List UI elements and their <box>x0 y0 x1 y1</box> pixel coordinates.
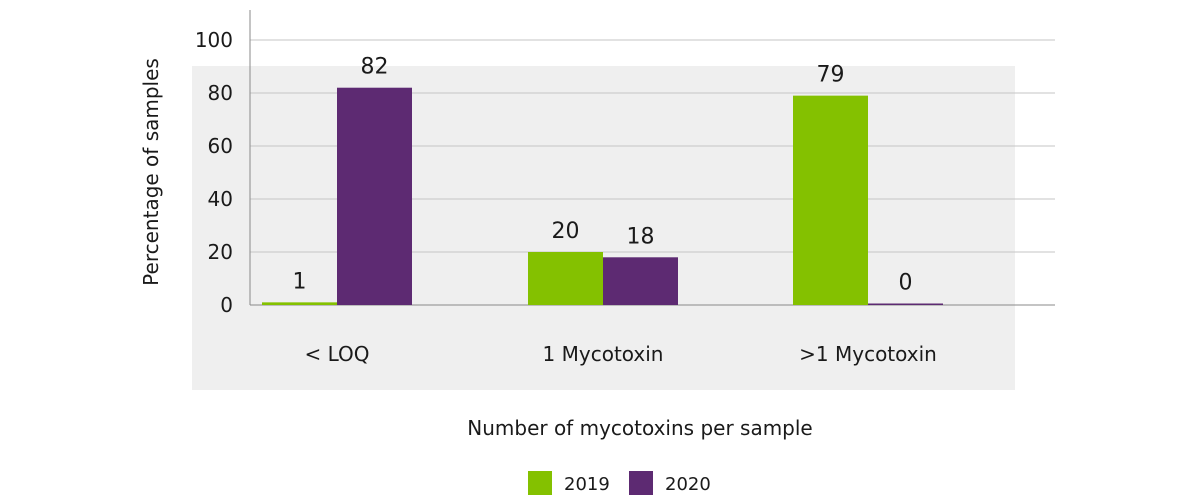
y-tick-label: 100 <box>195 28 233 52</box>
y-tick-labels: 0 20 40 60 80 100 <box>195 28 233 317</box>
bar <box>868 303 943 305</box>
data-label: 1 <box>293 269 307 294</box>
bar <box>603 257 678 305</box>
plot-background <box>192 66 1015 390</box>
legend-label: 2019 <box>564 474 610 495</box>
category-labels: < LOQ 1 Mycotoxin >1 Mycotoxin <box>304 342 936 366</box>
data-label: 82 <box>361 55 389 80</box>
legend-swatch <box>629 471 653 495</box>
data-labels: 1 82 20 18 79 0 <box>293 55 913 296</box>
y-tick-label: 80 <box>208 81 233 105</box>
data-label: 20 <box>552 219 580 244</box>
y-tick-label: 60 <box>208 134 233 158</box>
legend: 2019 2020 <box>528 471 711 495</box>
x-axis-title: Number of mycotoxins per sample <box>467 416 813 440</box>
y-tick-label: 0 <box>220 293 233 317</box>
y-tick-label: 40 <box>208 187 233 211</box>
legend-label: 2020 <box>665 474 711 495</box>
category-label: 1 Mycotoxin <box>543 342 664 366</box>
y-tick-label: 20 <box>208 240 233 264</box>
legend-swatch <box>528 471 552 495</box>
bar <box>337 87 412 305</box>
y-axis-title: Percentage of samples <box>139 58 163 286</box>
data-label: 18 <box>627 224 655 249</box>
category-label: < LOQ <box>304 342 369 366</box>
bar <box>528 252 603 305</box>
data-label: 79 <box>817 63 845 88</box>
bars <box>262 87 943 306</box>
bar <box>793 95 868 306</box>
bar <box>262 302 337 305</box>
category-label: >1 Mycotoxin <box>799 342 937 366</box>
data-label: 0 <box>899 271 913 296</box>
